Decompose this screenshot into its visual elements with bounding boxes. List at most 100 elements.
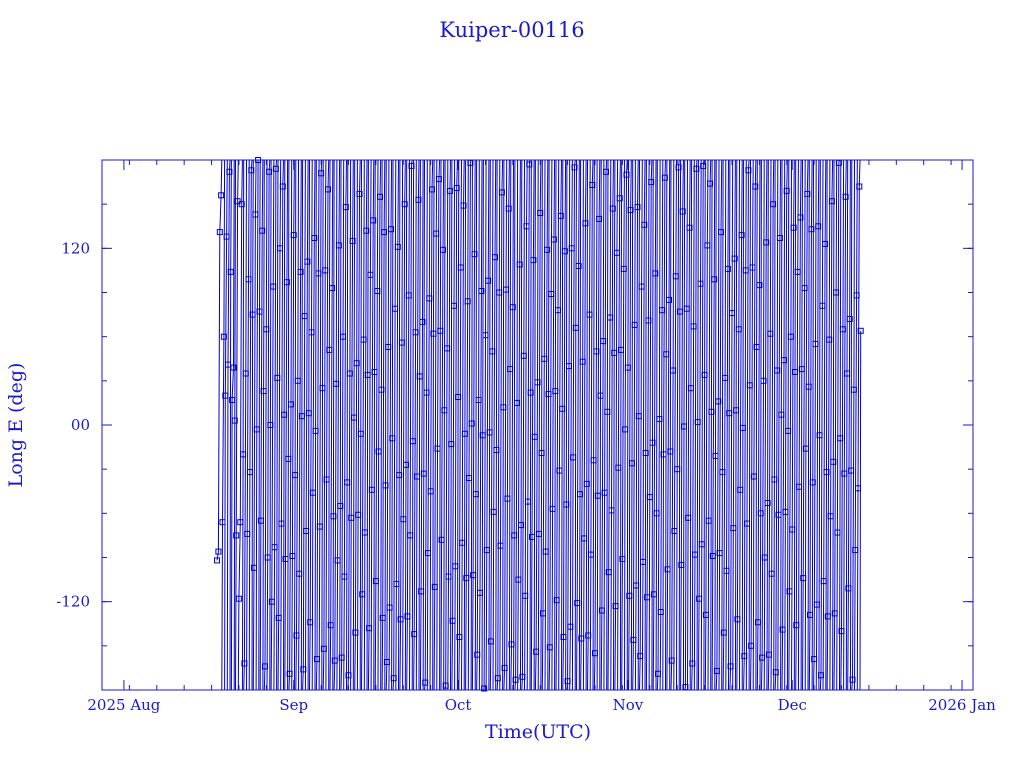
data-point-marker [452, 563, 459, 570]
data-point-marker [463, 575, 470, 582]
data-point-marker [326, 346, 333, 353]
data-point-marker [252, 211, 259, 218]
data-point-marker [670, 367, 677, 374]
data-point-marker [341, 573, 348, 580]
data-point-marker [485, 277, 492, 284]
data-point-marker [489, 348, 496, 355]
data-point-marker [553, 597, 560, 604]
data-point-marker [709, 553, 716, 559]
data-point-marker [611, 349, 618, 356]
data-point-marker [363, 227, 370, 234]
data-point-marker [655, 670, 661, 677]
data-point-marker [693, 165, 700, 172]
data-point-marker [353, 360, 360, 367]
data-point-marker [770, 201, 777, 208]
data-point-marker [220, 333, 227, 340]
data-point-marker [222, 392, 229, 399]
data-point-marker [609, 205, 616, 212]
data-point-marker [598, 607, 605, 614]
data-point-marker [659, 307, 666, 314]
data-point-marker [692, 551, 698, 558]
data-point-marker [726, 410, 733, 417]
data-point-marker [853, 292, 860, 299]
data-point-marker [459, 539, 466, 546]
data-point-marker [563, 501, 570, 508]
data-point-marker [389, 435, 396, 442]
data-point-marker [852, 547, 859, 554]
data-point-marker [715, 398, 722, 405]
data-point-marker [277, 245, 283, 252]
data-point-marker [597, 392, 604, 399]
data-point-marker [828, 198, 835, 205]
data-point-marker [793, 622, 800, 629]
data-point-marker [761, 554, 768, 561]
data-point-marker [649, 439, 656, 446]
data-point-marker [318, 170, 325, 177]
data-point-marker [496, 289, 503, 296]
x-tick-label: 2026 Jan [928, 696, 996, 714]
data-point-marker [314, 656, 320, 663]
data-point-marker [719, 469, 726, 476]
data-point-marker [448, 441, 455, 448]
data-point-marker [474, 651, 481, 658]
data-point-marker [801, 285, 808, 292]
data-point-marker [737, 486, 744, 493]
data-point-marker [831, 610, 838, 617]
data-point-marker [482, 332, 489, 339]
data-point-marker [233, 532, 240, 539]
data-point-marker [645, 317, 652, 324]
data-point-marker [451, 302, 457, 309]
data-point-marker [523, 223, 530, 230]
data-point-marker [283, 279, 290, 286]
data-point-marker [262, 663, 268, 670]
data-point-marker [357, 430, 364, 437]
data-point-marker [664, 566, 671, 573]
data-point-marker [794, 268, 801, 275]
data-point-marker [226, 168, 233, 175]
data-point-marker [437, 327, 444, 334]
data-point-marker [600, 338, 607, 345]
data-point-marker [512, 676, 519, 683]
data-point-marker [850, 386, 857, 393]
data-point-marker [337, 503, 344, 509]
data-point-marker [471, 251, 478, 258]
data-point-marker [407, 532, 414, 539]
data-point-marker [320, 645, 327, 652]
plot-frame [101, 159, 974, 691]
data-point-marker [466, 475, 472, 481]
data-point-marker [760, 377, 767, 384]
data-point-marker [216, 229, 223, 236]
data-point-marker [312, 427, 319, 434]
data-point-marker [790, 224, 797, 231]
data-point-marker [307, 619, 314, 626]
data-point-marker [848, 467, 855, 474]
data-point-marker [755, 619, 761, 626]
data-point-marker [530, 257, 537, 264]
data-point-marker [364, 371, 371, 378]
data-point-marker [855, 485, 861, 492]
data-point-marker [798, 366, 805, 373]
data-point-marker [231, 417, 238, 424]
data-point-marker [596, 215, 603, 222]
data-point-marker [272, 165, 279, 172]
data-point-marker [435, 176, 442, 183]
data-point-marker [359, 591, 366, 598]
data-point-marker [392, 305, 399, 312]
data-point-marker [822, 240, 829, 247]
data-point-marker [256, 308, 263, 315]
data-point-marker [650, 591, 657, 598]
data-point-marker [718, 229, 724, 236]
data-point-marker [592, 650, 598, 657]
data-point-marker [345, 672, 352, 679]
data-point-marker [242, 370, 249, 377]
data-point-marker [477, 589, 483, 596]
data-point-marker [487, 638, 494, 645]
data-point-marker [433, 230, 440, 237]
data-point-marker [724, 265, 731, 272]
data-point-marker [514, 399, 520, 406]
data-point-marker [674, 466, 681, 473]
data-point-marker [301, 313, 308, 320]
data-point-marker [375, 448, 382, 455]
data-point-marker [245, 276, 252, 283]
